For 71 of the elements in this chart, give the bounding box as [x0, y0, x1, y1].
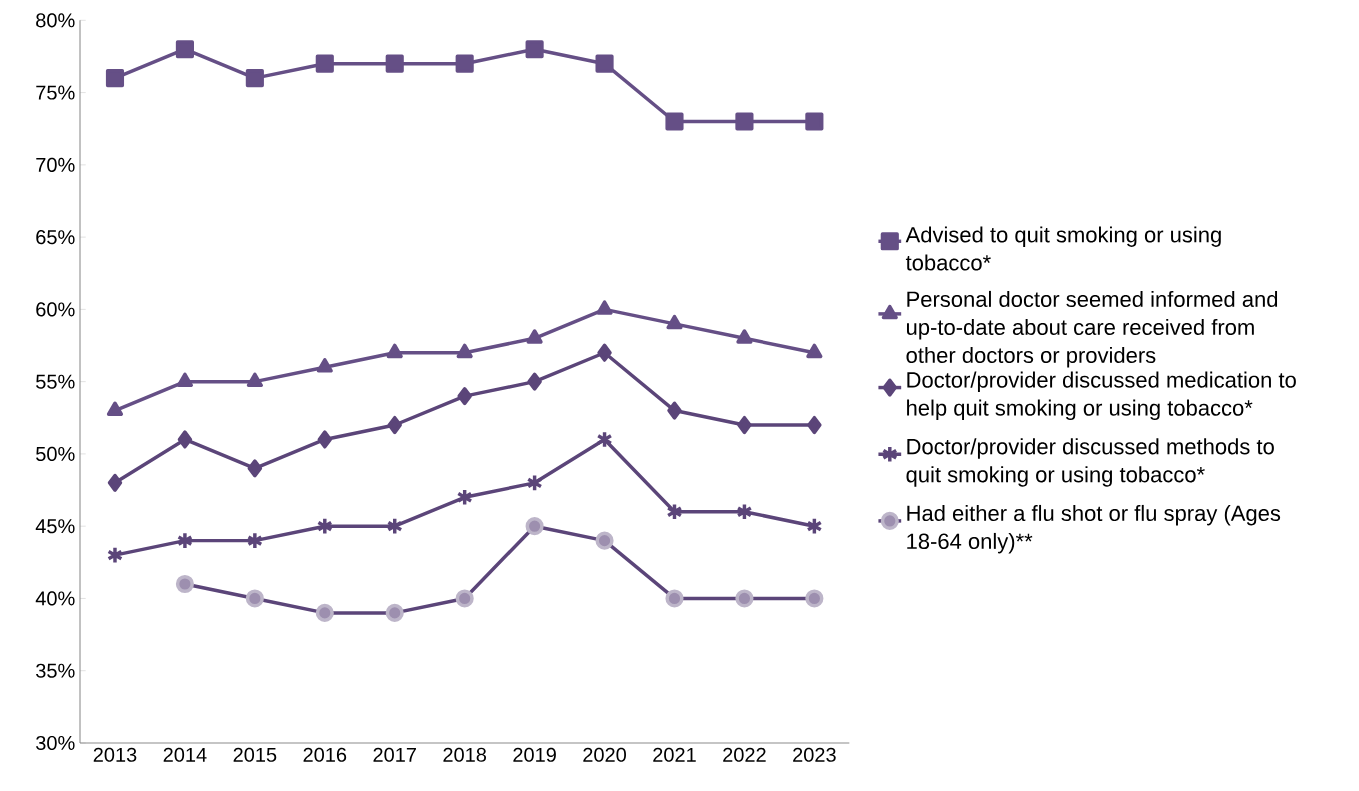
- x-tick-label: 2020: [583, 747, 626, 762]
- point: [807, 415, 822, 435]
- point: [317, 430, 333, 449]
- x-tick-label: 2015: [233, 747, 277, 762]
- point: [665, 112, 684, 131]
- legend-label: Personal doctor seemed informed and up-to-date about care received from other doctors or providers: [906, 290, 1278, 368]
- y-tick-label: 40%: [35, 591, 75, 606]
- x-tick-label: 2013: [93, 747, 137, 762]
- point: [596, 430, 613, 449]
- y-tick-label: 45%: [35, 519, 75, 534]
- point: [385, 54, 404, 73]
- point: [105, 69, 125, 88]
- point: [597, 343, 612, 362]
- x-tick-label: 2023: [793, 747, 836, 762]
- x-tick-label: 2019: [513, 747, 556, 762]
- point: [667, 401, 682, 420]
- point: [736, 502, 753, 521]
- point: [666, 502, 683, 521]
- y-tick-label: 60%: [36, 302, 75, 317]
- point: [455, 54, 474, 73]
- y-tick-label: 75%: [36, 85, 75, 100]
- point: [735, 112, 754, 131]
- point: [806, 517, 823, 536]
- x-tick-label: 2021: [653, 747, 696, 762]
- point: [526, 473, 543, 492]
- point: [246, 531, 263, 550]
- y-tick-label: 70%: [36, 157, 75, 172]
- point: [107, 473, 123, 492]
- point: [666, 314, 683, 330]
- point: [805, 112, 824, 131]
- x-tick-label: 2022: [723, 747, 766, 762]
- point: [175, 40, 194, 59]
- point: [316, 517, 333, 536]
- y-tick-label: 35%: [36, 663, 75, 678]
- point: [386, 517, 403, 536]
- point: [176, 372, 194, 388]
- point: [595, 54, 614, 73]
- y-tick-label: 65%: [36, 230, 75, 245]
- point: [526, 329, 543, 344]
- legend-label: Advised to quit smoking or using tobacco*: [905, 226, 1221, 271]
- legend-label: Had either a flu shot or flu spray (Ages 18-64 only)**: [907, 504, 1281, 554]
- point: [457, 387, 472, 406]
- point: [525, 40, 544, 59]
- y-tick-label: 50%: [36, 446, 75, 461]
- point: [316, 358, 333, 373]
- point: [806, 343, 823, 359]
- point: [737, 415, 752, 435]
- point: [596, 300, 613, 315]
- x-tick-label: 2014: [163, 747, 207, 762]
- legend-label: Doctor/provider discussed methods to quit smoking or using tobacco*: [906, 438, 1274, 487]
- y-tick-label: 80%: [36, 13, 75, 28]
- point: [315, 54, 334, 73]
- point: [246, 372, 263, 388]
- y-tick-label: 30%: [36, 735, 75, 751]
- point: [245, 69, 264, 88]
- point: [106, 546, 124, 565]
- y-tick-label: 55%: [36, 374, 75, 389]
- point: [106, 401, 124, 416]
- x-tick-label: 2017: [373, 747, 416, 762]
- x-tick-label: 2016: [303, 747, 347, 762]
- point: [387, 415, 402, 435]
- legend-label: Doctor/provider discussed medication to help quit smoking or using tobacco*: [907, 371, 1296, 421]
- point: [386, 343, 403, 359]
- point: [456, 488, 473, 507]
- point: [736, 329, 753, 344]
- point: [456, 343, 473, 359]
- point: [176, 531, 194, 550]
- point: [177, 430, 193, 449]
- x-tick-label: 2018: [443, 747, 487, 762]
- point: [527, 372, 542, 391]
- point: [247, 459, 263, 478]
